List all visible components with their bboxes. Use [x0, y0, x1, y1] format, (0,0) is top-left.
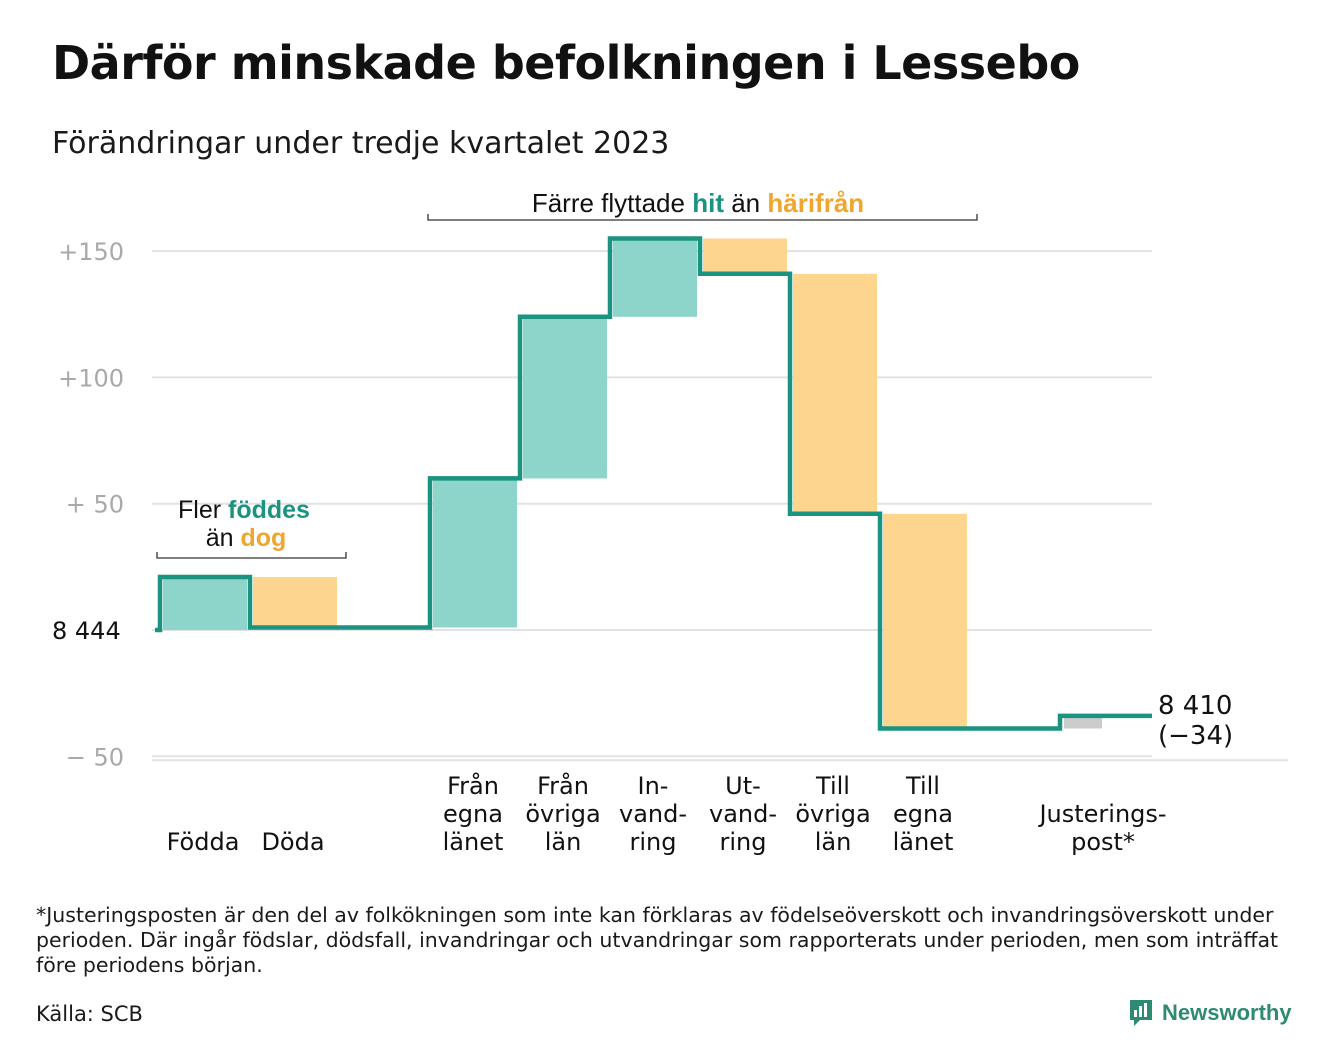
- source-label: Källa: SCB: [36, 1002, 143, 1026]
- births-annotation-highlight: dog: [240, 524, 286, 552]
- x-category-label: län: [545, 828, 582, 856]
- x-category-label: Till: [815, 772, 850, 800]
- y-tick-label: − 50: [66, 743, 124, 771]
- end-change-label: (−34): [1158, 721, 1233, 751]
- births-annotation-highlight: föddes: [228, 496, 310, 524]
- x-category-label: övriga: [525, 800, 600, 828]
- births-annotation-line1: Fler föddes: [178, 496, 310, 524]
- migration-annotation-prefix: Färre flyttade: [532, 188, 692, 218]
- x-category-label: vand-: [709, 800, 777, 828]
- births-annotation-prefix: Fler: [178, 496, 228, 524]
- bars: [163, 238, 1102, 729]
- migration-annotation: Färre flyttade hit än härifrån: [532, 188, 864, 218]
- x-category-label: län: [815, 828, 852, 856]
- waterfall-bar: [613, 238, 697, 317]
- waterfall-bar: [253, 576, 337, 628]
- bar-chart-chat-icon: [1130, 1000, 1152, 1026]
- waterfall-bar: [523, 316, 607, 479]
- x-category-label: egna: [893, 800, 953, 828]
- brand-logo: Newsworthy: [1128, 998, 1292, 1028]
- migration-annotation-middle: än: [724, 188, 767, 218]
- x-category-label: Justerings-: [1037, 800, 1166, 828]
- x-category-label: vand-: [619, 800, 687, 828]
- start-value-label: 8 444: [52, 617, 121, 645]
- step-line-group: [155, 236, 1152, 731]
- x-category-label: In-: [638, 772, 669, 800]
- births-annotation-prefix: än: [206, 524, 241, 552]
- waterfall-bar: [793, 273, 877, 514]
- x-category-label: Döda: [261, 828, 324, 856]
- x-category-label: ring: [630, 828, 677, 856]
- x-category-label: Ut-: [725, 772, 761, 800]
- migration-annotation-hit: hit: [692, 188, 724, 218]
- x-category-label: länet: [443, 828, 504, 856]
- x-category-label: länet: [893, 828, 954, 856]
- x-category-label: Från: [537, 771, 589, 800]
- step-line: [155, 236, 1152, 731]
- x-category-label: ring: [720, 828, 767, 856]
- waterfall-bar: [1064, 715, 1102, 729]
- waterfall-bar: [433, 478, 517, 628]
- y-tick-label: + 50: [66, 491, 124, 519]
- chart-title: Därför minskade befolkningen i Lessebo: [52, 36, 1080, 90]
- chart-subtitle: Förändringar under tredje kvartalet 2023: [52, 126, 670, 161]
- migration-annotation-harifran: härifrån: [767, 188, 864, 218]
- x-category-label: Födda: [167, 828, 240, 856]
- births-annotation-line2: än dog: [206, 524, 287, 552]
- births-bracket: [156, 552, 347, 559]
- x-category-label: Till: [905, 772, 940, 800]
- migration-bracket: [427, 214, 978, 221]
- x-category-label: post*: [1071, 828, 1135, 856]
- x-category-label: Från: [447, 771, 499, 800]
- end-value-label: 8 410: [1158, 691, 1232, 721]
- waterfall-bar: [883, 513, 967, 729]
- waterfall-bar: [163, 576, 247, 630]
- y-tick-label: +150: [58, 238, 124, 266]
- y-tick-label: +100: [58, 364, 124, 392]
- footnote: *Justeringsposten är den del av folkökni…: [36, 903, 1279, 977]
- brand-name: Newsworthy: [1162, 1000, 1292, 1025]
- gridlines: [152, 250, 1288, 762]
- x-category-label: egna: [443, 800, 503, 828]
- x-category-label: övriga: [795, 800, 870, 828]
- waterfall-bar: [703, 238, 787, 274]
